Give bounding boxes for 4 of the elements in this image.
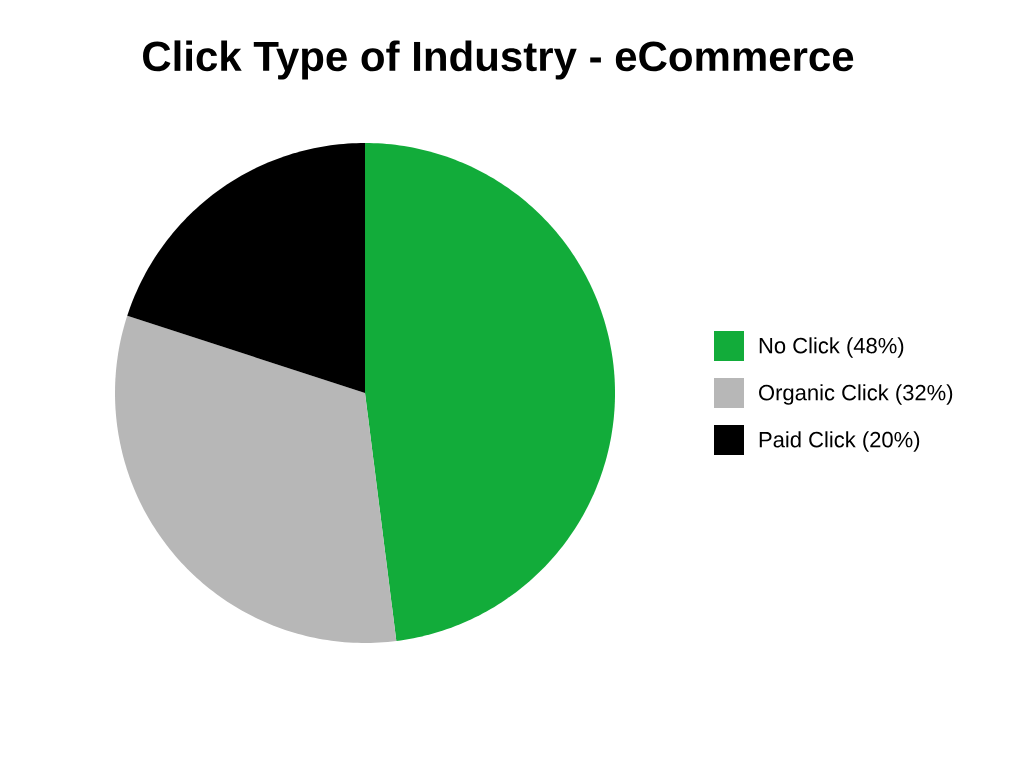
legend-label: Paid Click (20%) (759, 431, 920, 452)
chart-title: Click Type of Industry - eCommerce (143, 40, 854, 80)
legend-label: No Click (48%) (759, 337, 904, 358)
legend-label: Organic Click (32%) (759, 384, 953, 405)
